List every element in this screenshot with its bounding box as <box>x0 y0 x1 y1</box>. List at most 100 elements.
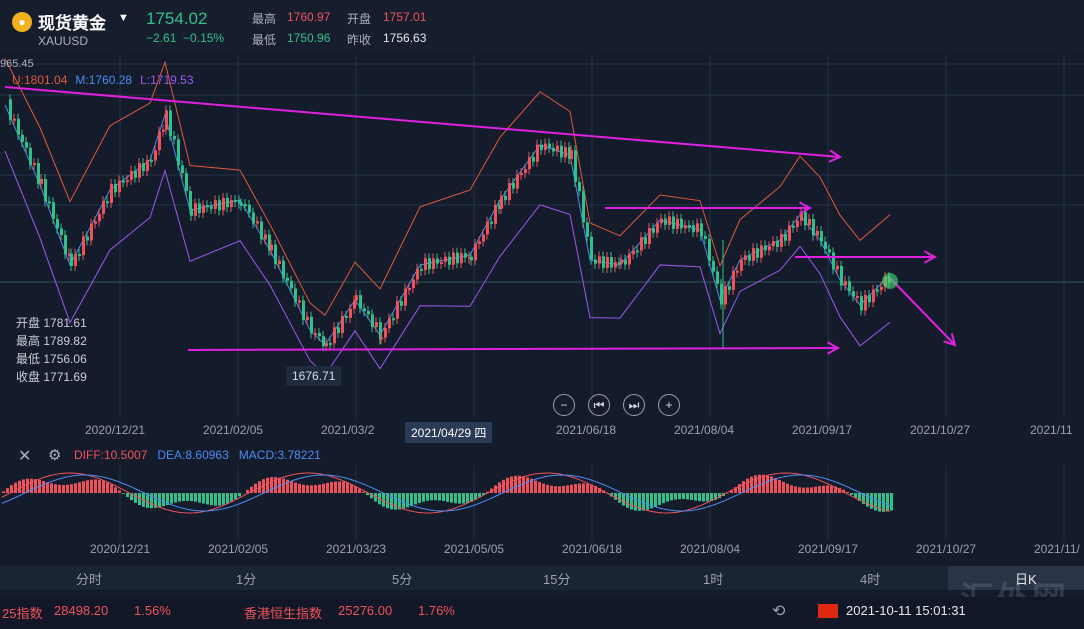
gear-icon[interactable]: ⚙ <box>48 447 62 464</box>
macd-chart[interactable] <box>0 465 1084 540</box>
macd-histogram-bar <box>394 493 397 510</box>
macd-histogram-bar <box>318 484 321 493</box>
macd-histogram-bar <box>754 475 757 493</box>
index-name[interactable]: 25指数 <box>2 606 43 621</box>
candle-body <box>516 174 519 189</box>
macd-histogram-bar <box>198 493 201 503</box>
candle-body <box>490 221 493 224</box>
low-price-marker: 1676.71 <box>286 366 342 386</box>
macd-histogram-bar <box>762 474 765 493</box>
candle-body <box>325 343 328 347</box>
macd-histogram-bar <box>86 480 89 493</box>
candle-body <box>185 173 188 192</box>
refresh-icon[interactable]: ⟲ <box>772 603 786 620</box>
macd-histogram-bar <box>558 486 561 493</box>
macd-histogram-bar <box>126 493 129 498</box>
candle-body <box>844 281 847 286</box>
candle-body <box>98 213 101 222</box>
candle-body <box>177 139 180 166</box>
candle-body <box>240 203 243 206</box>
zoom-in-button[interactable]: + <box>658 394 680 416</box>
candlestick-chart[interactable] <box>0 52 1084 437</box>
candle-body <box>165 110 168 130</box>
candle-body <box>189 191 192 209</box>
candle-body <box>848 281 851 292</box>
candle-body <box>21 134 24 142</box>
close-icon[interactable]: ✕ <box>18 448 32 465</box>
macd-histogram-bar <box>290 481 293 493</box>
candle-body <box>337 327 340 333</box>
candle-body <box>620 259 623 264</box>
change-percent: −0.15% <box>183 31 225 45</box>
candle-body <box>302 300 305 320</box>
candle-body <box>404 288 407 306</box>
macd-histogram-bar <box>686 493 689 500</box>
macd-histogram-bar <box>426 493 429 501</box>
candle-body <box>264 234 267 240</box>
macd-histogram-bar <box>466 493 469 503</box>
macd-histogram-bar <box>202 493 205 504</box>
candle-body <box>624 259 627 265</box>
macd-histogram-bar <box>838 487 841 493</box>
macd-histogram-bar <box>430 493 433 501</box>
candle-body <box>564 147 567 158</box>
scroll-left-button[interactable]: ⏮ <box>588 394 610 416</box>
trend-arrowhead <box>798 201 813 215</box>
x-tick: 2021/06/18 <box>556 423 617 437</box>
candle-body <box>222 197 225 211</box>
x-tick: 2021/08/04 <box>674 423 735 437</box>
index-name[interactable]: 香港恒生指数 <box>244 606 323 621</box>
candle-body <box>598 256 601 264</box>
candle-body <box>740 259 743 271</box>
tab-15min[interactable]: 15分 <box>543 572 571 587</box>
macd-histogram-bar <box>538 482 541 493</box>
macd-x-tick: 2021/06/18 <box>562 542 623 556</box>
candle-body <box>158 131 161 151</box>
candle-body <box>824 241 827 250</box>
macd-histogram-bar <box>522 476 525 493</box>
candle-body <box>294 288 297 302</box>
tab-4hour[interactable]: 4时 <box>860 572 881 587</box>
candle-body <box>792 225 795 228</box>
candle-body <box>230 199 233 208</box>
macd-x-tick: 2021/10/27 <box>916 542 977 556</box>
macd-histogram-bar <box>10 485 13 493</box>
macd-histogram-bar <box>702 493 705 502</box>
candle-body <box>594 259 597 264</box>
macd-histogram-bar <box>330 482 333 493</box>
candle-body <box>532 157 535 162</box>
macd-histogram-bar <box>398 493 401 510</box>
candle-body <box>371 314 374 328</box>
macd-histogram-bar <box>414 493 417 505</box>
candle-body <box>190 208 193 216</box>
tab-timeshare[interactable]: 分时 <box>76 572 103 587</box>
macd-histogram-bar <box>506 477 509 493</box>
candle-body <box>570 150 573 159</box>
candle-body <box>210 206 213 209</box>
tab-1min[interactable]: 1分 <box>236 572 257 587</box>
macd-histogram-bar <box>102 480 105 493</box>
macd-histogram-bar <box>14 482 17 493</box>
macd-histogram-bar <box>418 493 421 503</box>
candle-body <box>764 245 767 251</box>
macd-histogram-bar <box>486 491 489 493</box>
macd-histogram-bar <box>306 485 309 493</box>
low-value: 1750.96 <box>287 31 331 45</box>
tab-1hour[interactable]: 1时 <box>703 572 724 587</box>
zoom-out-button[interactable]: − <box>553 394 575 416</box>
candle-body <box>628 254 631 265</box>
candle-body <box>590 236 593 260</box>
instrument-title[interactable]: 现货黄金 <box>38 14 106 33</box>
candle-body <box>832 252 835 270</box>
candle-body <box>752 248 755 261</box>
candle-body <box>234 199 237 202</box>
scroll-right-button[interactable]: ⏭ <box>623 394 645 416</box>
candle-body <box>784 234 787 241</box>
tab-daily[interactable]: 日K <box>1015 572 1037 587</box>
candle-body <box>618 262 621 265</box>
macd-histogram-bar <box>386 493 389 509</box>
tab-5min[interactable]: 5分 <box>392 572 413 587</box>
chevron-down-icon[interactable]: ▼ <box>118 12 129 24</box>
candle-body <box>282 260 285 278</box>
candle-body <box>252 212 255 224</box>
